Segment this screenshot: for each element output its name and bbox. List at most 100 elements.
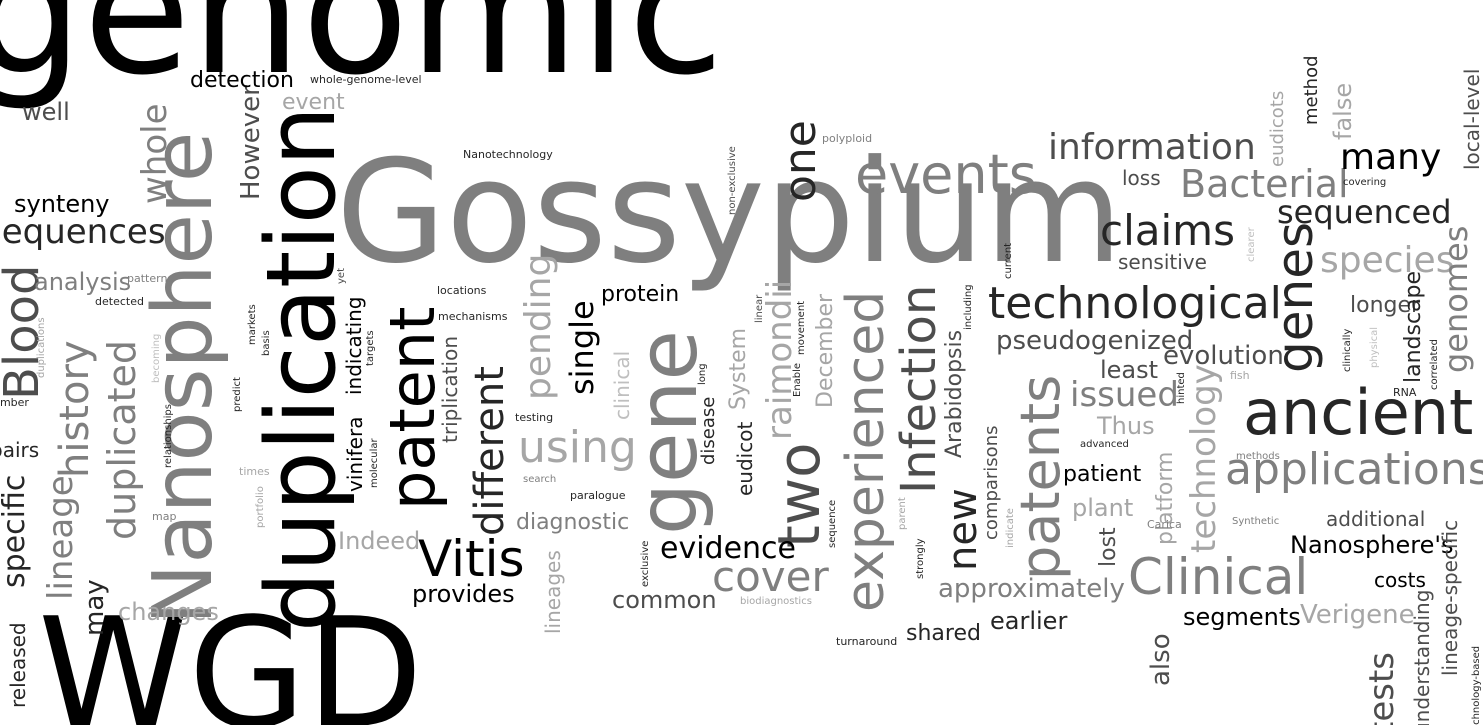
word-genomes: genomes — [1437, 225, 1475, 373]
word-false: false — [1329, 82, 1357, 140]
word-times: times — [239, 465, 270, 478]
word-detection: detection — [190, 68, 294, 93]
word-one: one — [775, 120, 826, 202]
word-fish: fish — [1230, 369, 1250, 382]
word-genomic: genomic — [0, 0, 725, 114]
word-vinifera: vinifera — [343, 416, 367, 492]
word-additional: additional — [1326, 507, 1426, 531]
word-paralogue: paralogue — [570, 489, 626, 502]
word-least: least — [1100, 356, 1159, 384]
word-arabidopsis: Arabidopsis — [942, 329, 967, 458]
word-evidence: evidence — [660, 531, 797, 566]
word-clinically: clinically — [1342, 328, 1353, 372]
word-search: search — [523, 474, 557, 485]
word-physical: physical — [1369, 327, 1380, 368]
word-specific: specific — [0, 474, 32, 588]
word-segments: segments — [1183, 603, 1301, 631]
word-current: current — [1003, 242, 1014, 279]
word-infection: Infection — [891, 284, 947, 494]
word-sensitive: sensitive — [1118, 250, 1207, 274]
word-applications: applications — [1225, 444, 1483, 495]
word-basis: basis — [261, 330, 272, 356]
word-ancient: ancient — [1243, 376, 1474, 449]
word-indicating: indicating — [342, 296, 366, 395]
word-sequences: sequences — [0, 212, 166, 252]
word-well: well — [22, 98, 70, 126]
word-vitis: Vitis — [418, 530, 525, 588]
word-verigene: Verigene — [1300, 600, 1415, 630]
word-lineage: lineage — [41, 475, 81, 600]
word-cover: cover — [712, 552, 829, 601]
word-raimondii: raimondii — [760, 279, 800, 440]
word-however: However — [236, 85, 266, 200]
word-events: events — [855, 143, 1037, 206]
word-parent: parent — [897, 497, 908, 530]
word-indeed: Indeed — [338, 527, 421, 555]
word-synteny: synteny — [14, 190, 110, 218]
word-using: using — [518, 422, 637, 473]
word-whole: whole — [135, 103, 175, 204]
word-experienced: experienced — [836, 290, 896, 612]
word-mechanisms: mechanisms — [438, 310, 508, 323]
word-longer: longer — [1350, 293, 1421, 318]
word-pairs: pairs — [0, 438, 40, 462]
word-patient: patient — [1063, 462, 1142, 487]
word-testing: testing — [515, 411, 554, 424]
word-loss: loss — [1122, 166, 1161, 190]
word-duplicated: duplicated — [100, 339, 144, 540]
word-december: December — [813, 293, 838, 408]
word-nanospheres: Nanosphere's — [1290, 531, 1454, 559]
word-event: event — [282, 90, 345, 115]
word-synthetic: Synthetic — [1232, 516, 1280, 527]
word-costs: costs — [1374, 568, 1426, 592]
word-may: may — [80, 579, 110, 636]
word-non-exclusive: non-exclusive — [727, 146, 738, 215]
word-turnaround: turnaround — [836, 635, 898, 648]
word-different: different — [467, 366, 513, 536]
word-system: System — [726, 327, 751, 410]
word-changes: changes — [118, 598, 219, 626]
word-hinted: hinted — [1176, 372, 1187, 404]
word-duplications: duplications — [36, 317, 47, 378]
word-whole-genome-level: whole-genome-level — [310, 73, 422, 86]
word-methods: methods — [1236, 451, 1280, 462]
word-carica: Carica — [1147, 518, 1182, 531]
word-clearer: clearer — [1246, 227, 1257, 262]
word-provides: provides — [412, 580, 515, 608]
word-long: long — [697, 363, 708, 385]
word-targets: targets — [365, 330, 376, 366]
word-landscape: landscape — [1401, 270, 1426, 383]
word-relationships: relationships — [163, 404, 174, 468]
word-becoming: becoming — [151, 333, 162, 383]
word-patent: patent — [376, 306, 449, 510]
word-clinical-cap: Clinical — [1128, 548, 1309, 606]
word-molecular: molecular — [369, 438, 380, 488]
word-released: released — [6, 622, 30, 708]
word-map: map — [152, 510, 177, 523]
word-pseudogenized: pseudogenized — [996, 326, 1194, 356]
word-nanotechnology: Nanotechnology — [463, 148, 553, 161]
word-understanding: understanding — [1410, 589, 1434, 725]
word-wgd: WGD — [38, 585, 424, 725]
word-detected: detected — [95, 295, 144, 308]
word-lineage-specific: lineage-specific — [1438, 519, 1462, 676]
word-covering: covering — [1343, 177, 1387, 188]
word-rna: RNA — [1393, 386, 1417, 399]
word-lineages: lineages — [541, 550, 565, 634]
word-strongly: strongly — [915, 538, 926, 579]
word-movement: movement — [796, 300, 807, 355]
word-technological: technological — [988, 278, 1282, 329]
word-tests: tests — [1362, 651, 1402, 725]
word-biodiagnostics: biodiagnostics — [740, 596, 812, 607]
word-triplication: triplication — [438, 336, 462, 443]
word-species: species — [1320, 240, 1455, 281]
word-patents: patents — [1009, 374, 1072, 580]
word-lost: lost — [1096, 527, 1121, 567]
word-history: history — [52, 340, 98, 478]
word-patterns: patterns — [127, 272, 174, 285]
word-indicate: indicate — [1005, 508, 1016, 548]
word-disease: disease — [698, 396, 719, 465]
word-many: many — [1340, 137, 1442, 178]
word-enable: Enable — [792, 362, 803, 397]
